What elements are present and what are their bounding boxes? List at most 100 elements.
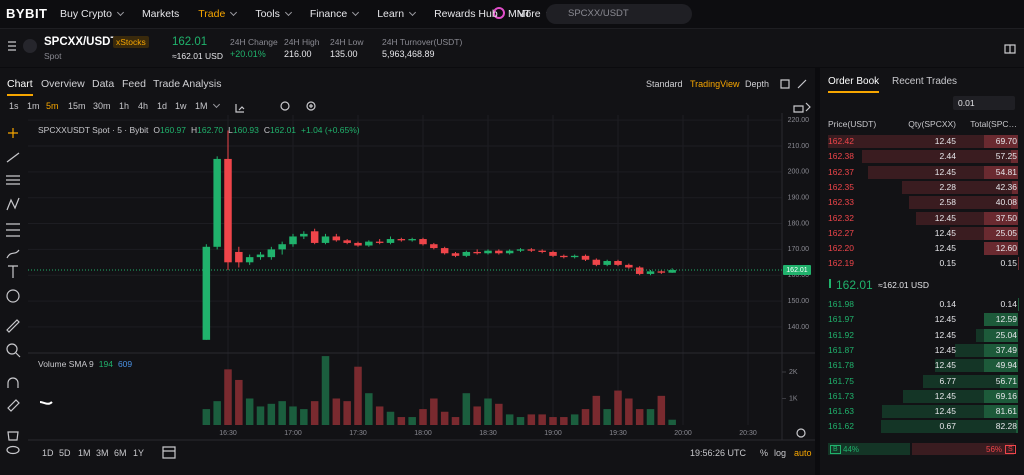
chart-view[interactable]: TradingView (690, 79, 740, 89)
column-header: Total(SPC… (970, 119, 1017, 129)
qty: 0.67 (939, 421, 956, 432)
nav-bar (0, 0, 1024, 28)
nav-item[interactable]: Tools (255, 8, 292, 20)
buy-pressure-bar (828, 443, 910, 455)
range-button[interactable]: 5D (59, 448, 71, 458)
symbol: SPCXX/USDT (44, 36, 118, 48)
qty: 12.45 (934, 227, 956, 238)
total: 57.25 (995, 151, 1017, 162)
nav-token[interactable]: MNT (508, 8, 531, 20)
stat-value: 216.00 (284, 49, 312, 59)
precision-value: 0.01 (958, 98, 975, 108)
interval[interactable]: 30m (93, 101, 111, 111)
sell-tag: S (1005, 445, 1016, 454)
depth-bar (902, 180, 1018, 194)
precision-select[interactable]: 0.01 (953, 96, 1015, 110)
ohlc-item: H162.70 (191, 125, 223, 135)
ohlc-value: 162.01 (270, 125, 297, 135)
qty-bar (984, 313, 1018, 327)
total: 37.50 (995, 212, 1017, 223)
nav-menu: Buy Crypto Markets Trade Tools Finance Learn R… (60, 0, 553, 28)
logo: BYBIT (6, 6, 48, 21)
nav-item[interactable]: Finance (310, 8, 360, 20)
chart-tab[interactable]: Chart (7, 78, 33, 96)
price: 162.38 (828, 151, 854, 162)
chart-tab[interactable]: Data (92, 78, 115, 90)
interval[interactable]: 1M (195, 100, 220, 111)
qty-bar (1016, 420, 1018, 434)
chevron (230, 8, 238, 17)
mid-usd: ≈162.01 USD (878, 280, 929, 290)
interval[interactable]: 1m (27, 101, 40, 111)
chart-tab[interactable]: Feed (122, 78, 146, 90)
interval[interactable]: 15m (68, 101, 86, 111)
price: 162.27 (828, 227, 854, 238)
price: 162.35 (828, 181, 854, 192)
total: 12.60 (995, 243, 1017, 254)
qty-bar (984, 135, 1018, 148)
interval[interactable]: 1d (157, 101, 168, 111)
column-header: Qty(SPCXX) (908, 119, 956, 129)
depth-bar (880, 420, 1018, 434)
price: 161.78 (828, 360, 854, 371)
chart-title: SPCXXUSDT Spot · 5 · Bybit (38, 125, 149, 135)
price: 162.37 (828, 166, 854, 177)
qty-bar (984, 226, 1018, 240)
qty: 12.45 (934, 390, 956, 401)
chart-tab[interactable]: Trade Analysis (153, 78, 222, 90)
stat-label: 24H Change (230, 37, 278, 47)
qty: 2.44 (939, 151, 956, 162)
scale-option[interactable]: log (774, 448, 787, 458)
total: 56.71 (995, 375, 1017, 386)
nav-item[interactable]: Buy Crypto (60, 8, 124, 20)
chart-tab[interactable]: Overview (41, 78, 85, 90)
total: 0.14 (1000, 299, 1017, 309)
depth-bar (827, 135, 1018, 148)
qty: 2.58 (939, 197, 956, 208)
chevron (409, 8, 417, 17)
badge: xStocks (113, 36, 149, 48)
chevron (212, 100, 220, 109)
total: 12.59 (995, 314, 1017, 325)
ohlc-key: C (263, 125, 271, 135)
stat-label: 24H Turnover(USDT) (382, 37, 463, 47)
nav-item[interactable]: More (517, 8, 553, 20)
ohlc-item: C162.01 (264, 125, 296, 135)
search-placeholder: SPCXX/USDT (568, 8, 629, 19)
interval[interactable]: 1h (119, 101, 130, 111)
range-button[interactable]: 3M (96, 448, 109, 458)
chart-view[interactable]: Standard (646, 79, 683, 89)
nav-item[interactable]: Trade (198, 8, 238, 20)
chevron (352, 8, 360, 17)
range-button[interactable]: 1Y (133, 448, 145, 458)
qty: 12.45 (934, 329, 956, 340)
scale-option[interactable]: auto (794, 448, 812, 458)
depth-bar (923, 374, 1018, 388)
nav-item[interactable]: Learn (377, 8, 417, 20)
qty-bar (1011, 150, 1018, 164)
range-button[interactable]: 6M (114, 448, 127, 458)
search-box[interactable]: SPCXX/USDT (546, 4, 692, 24)
order-book-tab[interactable]: Order Book (828, 76, 880, 93)
mid-arrow (829, 279, 831, 288)
order-book-tab[interactable]: Recent Trades (892, 76, 958, 87)
interval[interactable]: 1s (9, 101, 19, 111)
ohlc-key: L (228, 125, 233, 135)
last-price: 162.01 (172, 36, 208, 48)
interval[interactable]: 1w (175, 101, 187, 111)
price: 161.92 (828, 329, 854, 340)
nav-item[interactable]: Markets (141, 8, 180, 20)
price: 162.42 (828, 136, 854, 146)
qty: 6.77 (939, 375, 956, 386)
interval[interactable]: 4h (138, 101, 149, 111)
price: 162.20 (828, 243, 854, 254)
interval[interactable]: 5m (46, 101, 59, 111)
nav-item[interactable]: Rewards Hub (434, 8, 498, 20)
chart-panel (0, 68, 815, 475)
chart-view[interactable]: Depth (745, 79, 770, 89)
price: 161.62 (828, 421, 854, 432)
range-button[interactable]: 1D (42, 448, 54, 458)
range-button[interactable]: 1M (78, 448, 91, 458)
qty-bar (984, 343, 1018, 357)
scale-option[interactable]: % (760, 448, 769, 458)
